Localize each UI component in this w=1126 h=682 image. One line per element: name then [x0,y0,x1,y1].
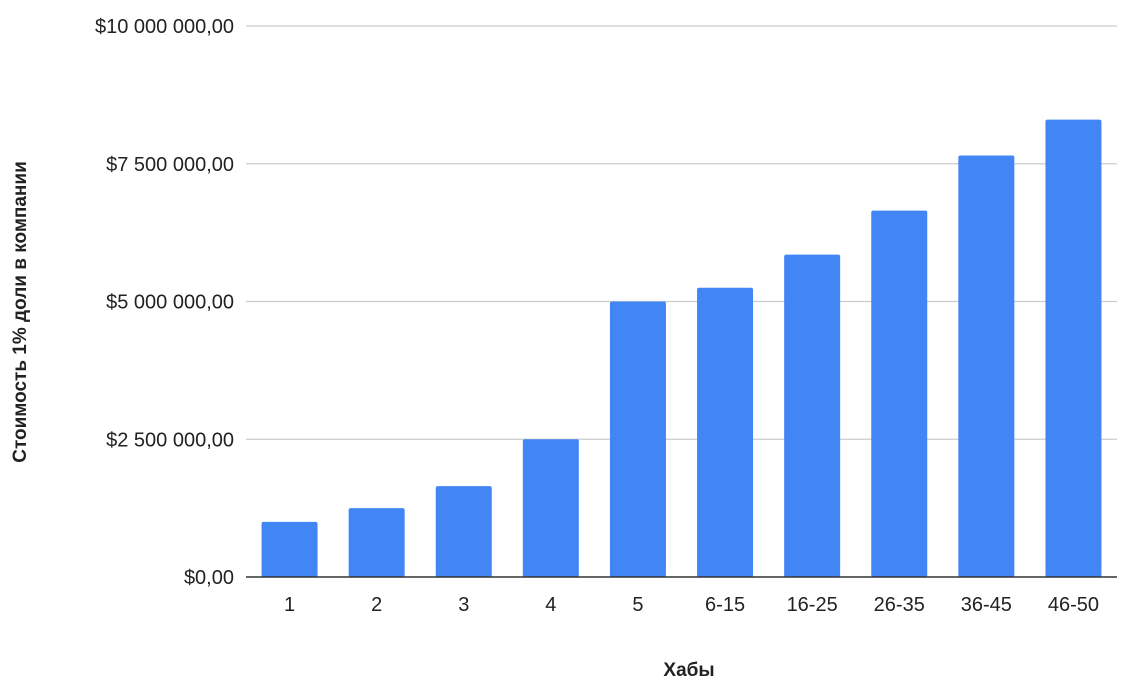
y-tick-label: $5 000 000,00 [106,292,234,314]
y-axis-title: Стоимость 1% доли в компании [10,161,31,463]
y-tick-label: $10 000 000,00 [95,16,234,38]
x-tick-label: 26-35 [874,594,925,616]
y-tick-label: $7 500 000,00 [106,154,234,176]
x-tick-label: 36-45 [961,594,1012,616]
y-tick-label: $2 500 000,00 [106,429,234,451]
bar [697,287,754,577]
bar [609,301,666,577]
x-tick-label: 2 [371,594,382,616]
x-tick-label: 5 [632,594,643,616]
bar [261,521,318,577]
x-axis-title: Хабы [663,660,714,677]
x-tick-label: 3 [458,594,469,616]
bar [522,439,579,577]
y-tick-label: $0,00 [184,567,234,589]
x-tick-label: 6-15 [705,594,745,616]
y-tick-labels: $0,00 $2 500 000,00 $5 000 000,00 $7 500 00… [95,16,234,589]
x-tick-labels: 1 2 3 4 5 6-15 16-25 26-35 36-45 46-50 [284,594,1099,616]
bar [958,155,1015,578]
bar [1045,119,1102,578]
x-tick-label: 4 [545,594,556,616]
bars [261,119,1102,578]
x-tick-label: 1 [284,594,295,616]
bar [871,210,928,577]
bar [348,508,405,577]
bar [784,254,841,578]
x-tick-label: 46-50 [1048,594,1099,616]
x-tick-label: 16-25 [787,594,838,616]
bar [435,486,492,577]
